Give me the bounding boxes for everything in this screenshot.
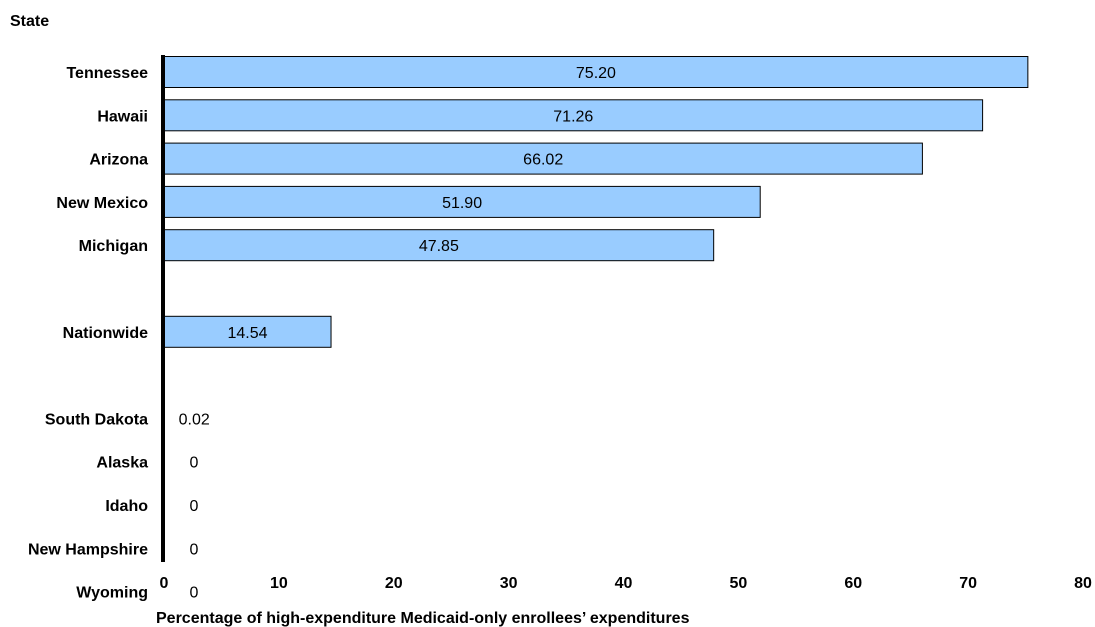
x-axis-title: Percentage of high-expenditure Medicaid-… xyxy=(156,610,690,627)
x-tick-labels: 0 10 20 30 40 50 60 70 80 xyxy=(160,575,1092,592)
x-tick-label: 70 xyxy=(959,575,977,592)
data-label: 0 xyxy=(190,541,199,558)
data-label: 75.20 xyxy=(576,65,616,82)
bars-group xyxy=(163,56,1029,348)
data-label: 14.54 xyxy=(227,325,267,342)
category-label: Michigan xyxy=(79,238,148,255)
category-label: Wyoming xyxy=(76,585,148,602)
category-label: South Dakota xyxy=(45,411,148,428)
x-tick-label: 10 xyxy=(270,575,288,592)
data-label: 47.85 xyxy=(419,238,459,255)
x-tick-label: 80 xyxy=(1074,575,1092,592)
data-label: 51.90 xyxy=(442,195,482,212)
category-label: Hawaii xyxy=(97,108,148,125)
x-tick-label: 20 xyxy=(385,575,403,592)
bar xyxy=(163,99,984,132)
bar xyxy=(163,185,761,218)
category-label: Idaho xyxy=(105,498,148,515)
bar xyxy=(163,56,1029,88)
data-label: 0 xyxy=(190,585,199,602)
bar xyxy=(163,142,923,175)
data-label: 66.02 xyxy=(523,152,563,169)
data-label: 0.02 xyxy=(179,411,210,428)
x-tick-label: 60 xyxy=(844,575,862,592)
data-label: 0 xyxy=(190,455,199,472)
x-tick-label: 30 xyxy=(500,575,518,592)
value-labels: 75.20 71.26 66.02 51.90 47.85 14.54 0.02 0 0 0 0 xyxy=(179,65,616,602)
category-label: Alaska xyxy=(96,455,148,472)
data-label: 0 xyxy=(190,498,199,515)
category-labels: Tennessee Hawaii Arizona New Mexico Michigan… xyxy=(28,65,148,602)
data-label: 71.26 xyxy=(553,108,593,125)
x-tick-label: 0 xyxy=(160,575,169,592)
category-label: New Hampshire xyxy=(28,541,148,558)
x-tick-label: 40 xyxy=(615,575,633,592)
category-label: New Mexico xyxy=(56,195,148,212)
category-label: Tennessee xyxy=(66,65,148,82)
y-axis-title: State xyxy=(10,13,49,30)
x-tick-label: 50 xyxy=(729,575,747,592)
category-label: Arizona xyxy=(89,152,148,169)
bar xyxy=(163,229,715,262)
category-label: Nationwide xyxy=(63,325,148,342)
